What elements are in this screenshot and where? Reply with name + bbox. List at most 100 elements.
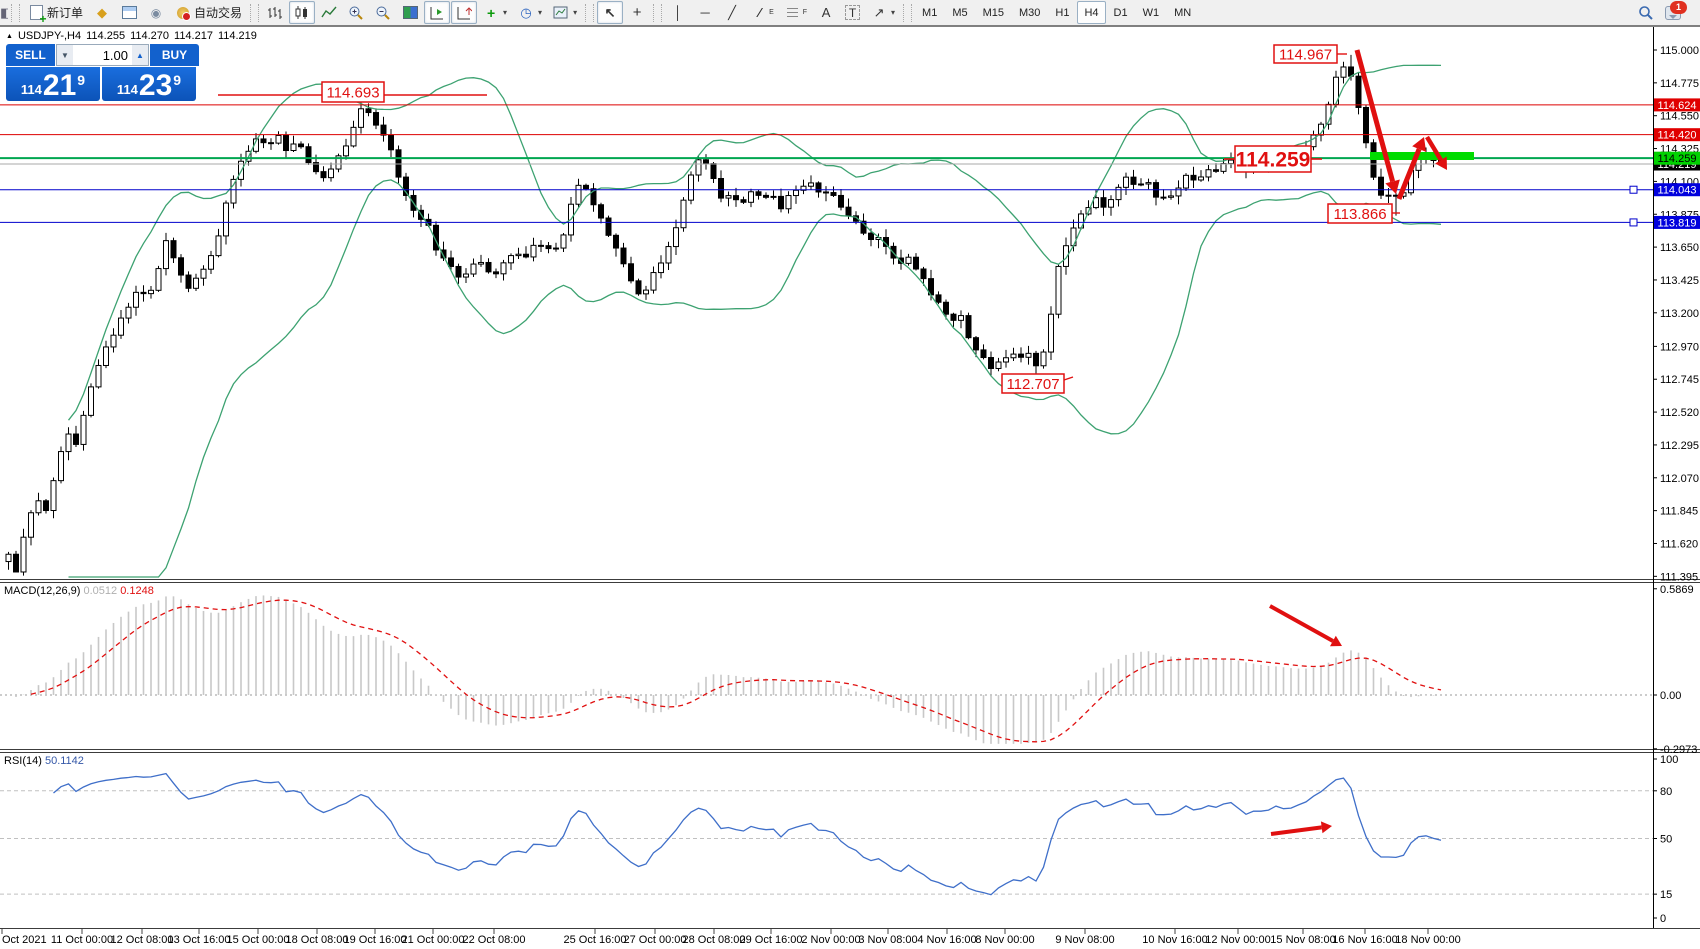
notifications-button[interactable]: 1 xyxy=(1660,0,1687,24)
arrows-tool[interactable]: ↗ ▾ xyxy=(866,1,900,24)
candlestick-mode-button[interactable] xyxy=(289,1,316,24)
tf-w1[interactable]: W1 xyxy=(1142,6,1160,19)
zoom-out-button[interactable] xyxy=(370,1,396,24)
svg-text:19 Oct 16:00: 19 Oct 16:00 xyxy=(344,934,407,946)
lot-input[interactable] xyxy=(73,45,132,65)
svg-text:22 Oct 08:00: 22 Oct 08:00 xyxy=(463,934,526,946)
buy-price-pips: 23 xyxy=(138,69,173,102)
channel-e-label: E xyxy=(769,9,774,16)
profile-diamond-icon: ◆ xyxy=(97,5,108,20)
chart-shift-button[interactable] xyxy=(451,1,478,24)
fibonacci-tool[interactable]: F xyxy=(780,1,812,24)
bar-chart-mode-button[interactable] xyxy=(262,1,288,24)
new-order-icon xyxy=(29,5,47,25)
tf-d1[interactable]: D1 xyxy=(1113,6,1128,19)
bar-chart-icon xyxy=(268,6,283,19)
price-annotation-box xyxy=(1273,44,1338,64)
auto-trading-label: 自动交易 xyxy=(194,6,243,20)
chat-bubble-icon: 1 xyxy=(1665,0,1687,20)
tile-windows-button[interactable] xyxy=(397,1,423,24)
ohlc-close: 114.219 xyxy=(217,30,257,42)
text-label-tool[interactable]: T xyxy=(840,1,865,24)
chevron-down-icon: ▾ xyxy=(891,8,896,17)
svg-text:18 Oct 08:00: 18 Oct 08:00 xyxy=(286,934,349,946)
clipped-edge-icon: ◧ xyxy=(0,4,8,20)
chart-shift-icon xyxy=(457,6,473,19)
tf-m30[interactable]: M30 xyxy=(1019,6,1041,19)
svg-text:113.425: 113.425 xyxy=(1660,275,1699,287)
svg-text:112.070: 112.070 xyxy=(1660,473,1699,485)
svg-text:113.650: 113.650 xyxy=(1660,242,1699,254)
tf-mn[interactable]: MN xyxy=(1174,6,1192,19)
horizontal-line-tool[interactable]: ─ xyxy=(692,1,718,24)
buy-button[interactable]: BUY xyxy=(150,44,199,66)
sell-button[interactable]: SELL xyxy=(6,44,55,66)
clock-icon: ◷ xyxy=(520,5,532,20)
svg-text:114.043: 114.043 xyxy=(1658,185,1697,197)
trendline-icon: ╱ xyxy=(728,5,736,20)
svg-text:2 Nov 00:00: 2 Nov 00:00 xyxy=(801,934,860,946)
price-axis: 115.000114.775114.550114.325114.100113.8… xyxy=(1653,45,1699,583)
svg-text:4 Nov 16:00: 4 Nov 16:00 xyxy=(917,934,976,946)
arrows-icon: ↗ xyxy=(873,5,885,20)
sell-price-point: 9 xyxy=(77,72,86,88)
svg-text:112.745: 112.745 xyxy=(1660,374,1699,386)
svg-text:111.620: 111.620 xyxy=(1660,538,1698,550)
sell-price-button[interactable]: 114 21 9 xyxy=(6,67,100,101)
cursor-icon: ↖ xyxy=(604,5,616,20)
svg-text:112.520: 112.520 xyxy=(1660,407,1699,419)
tf-h4[interactable]: H4 xyxy=(1077,1,1106,24)
svg-text:113.819: 113.819 xyxy=(1658,217,1697,229)
toolbar-grip xyxy=(11,3,20,22)
lot-decrease-button[interactable]: ▼ xyxy=(57,45,73,65)
support-highlight-bar xyxy=(1370,152,1474,160)
templates-button[interactable]: ▾ xyxy=(548,1,582,24)
vertical-line-tool[interactable]: │ xyxy=(665,1,691,24)
indicators-button[interactable]: + ▾ xyxy=(478,1,512,24)
svg-text:25 Oct 16:00: 25 Oct 16:00 xyxy=(564,934,627,946)
vertical-line-icon: │ xyxy=(674,5,683,20)
line-chart-mode-button[interactable] xyxy=(316,1,342,24)
symbol-header: ▲ USDJPY-,H4 114.255 114.270 114.217 114… xyxy=(6,30,257,42)
signals-button[interactable]: ◉ xyxy=(143,1,169,24)
tf-m1[interactable]: M1 xyxy=(922,6,938,19)
trendline-tool[interactable]: ╱ xyxy=(719,1,745,24)
svg-text:114.693: 114.693 xyxy=(326,84,379,101)
new-order-button[interactable]: 新订单 xyxy=(23,1,88,25)
toolbar-grip xyxy=(903,3,913,22)
svg-text:113.200: 113.200 xyxy=(1660,308,1699,320)
crosshair-tool-button[interactable]: + xyxy=(624,1,650,24)
buy-price-button[interactable]: 114 23 9 xyxy=(102,67,196,101)
svg-text:28 Oct 08:00: 28 Oct 08:00 xyxy=(683,934,746,946)
channel-tool[interactable]: ∕∕ E xyxy=(746,1,779,24)
tf-h1[interactable]: H1 xyxy=(1055,6,1070,19)
svg-text:114.259: 114.259 xyxy=(1658,153,1697,165)
tf-m5[interactable]: M5 xyxy=(952,6,968,19)
svg-text:114.259: 114.259 xyxy=(1236,149,1311,172)
search-button[interactable] xyxy=(1633,1,1659,24)
zoom-in-button[interactable] xyxy=(343,1,369,24)
svg-text:8 Nov 00:00: 8 Nov 00:00 xyxy=(975,934,1034,946)
cursor-tool-button[interactable]: ↖ xyxy=(597,1,624,24)
new-chart-button[interactable] xyxy=(116,1,142,24)
svg-text:114.967: 114.967 xyxy=(1279,46,1332,63)
periods-button[interactable]: ◷ ▾ xyxy=(513,1,547,24)
lot-increase-button[interactable]: ▲ xyxy=(132,45,148,65)
broadcast-icon: ◉ xyxy=(150,5,162,20)
chart-window-icon xyxy=(121,6,137,19)
svg-text:15 Oct 00:00: 15 Oct 00:00 xyxy=(227,934,290,946)
auto-trading-button[interactable]: 自动交易 xyxy=(170,1,247,24)
svg-text:Oct 2021: Oct 2021 xyxy=(2,934,47,946)
svg-text:27 Oct 00:00: 27 Oct 00:00 xyxy=(624,934,687,946)
profiles-button[interactable]: ◆ xyxy=(89,1,115,24)
auto-scroll-button[interactable] xyxy=(424,1,451,24)
svg-text:112.970: 112.970 xyxy=(1660,341,1699,353)
tf-m15[interactable]: M15 xyxy=(982,6,1005,19)
svg-text:111.395: 111.395 xyxy=(1660,571,1698,583)
macd-panel: 0.5869 0.00 -0.2973 MACD(12,26,9) 0.0512 0.… xyxy=(0,584,1697,756)
buy-price-figure: 114 xyxy=(116,82,138,97)
chevron-down-icon: ▾ xyxy=(573,8,578,17)
text-tool[interactable]: A xyxy=(813,1,839,24)
